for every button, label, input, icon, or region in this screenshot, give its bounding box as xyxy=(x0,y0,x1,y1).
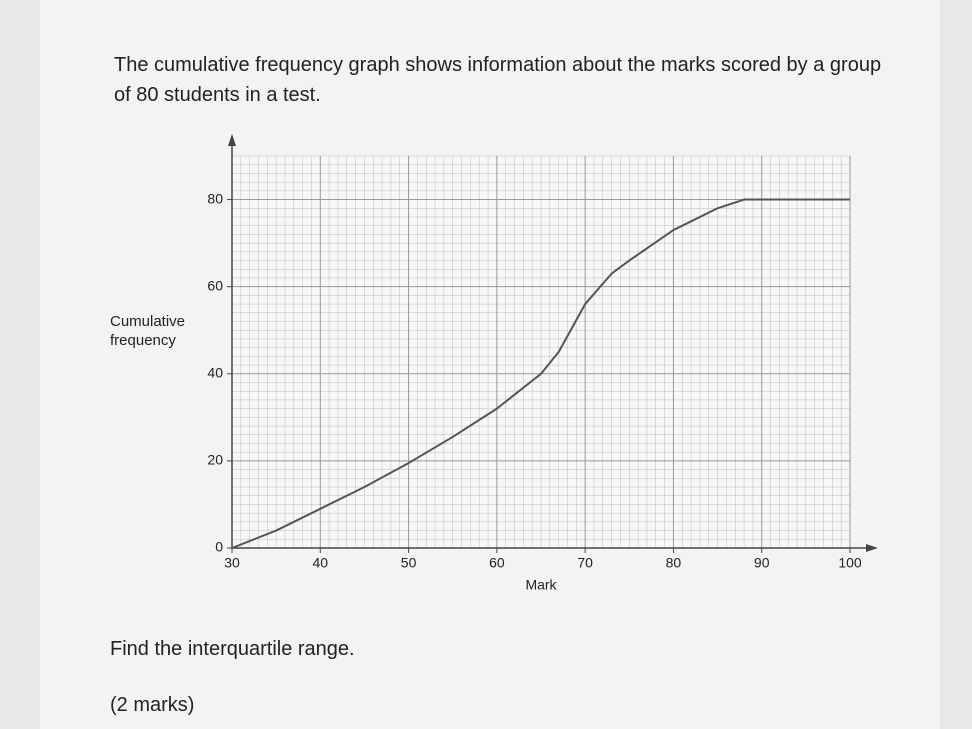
y-tick-label: 80 xyxy=(207,190,223,206)
x-tick-label: 50 xyxy=(401,555,417,571)
marks: (2 marks) xyxy=(110,694,195,716)
x-tick-label: 100 xyxy=(838,555,862,571)
x-tick-label: 90 xyxy=(754,555,770,571)
y-axis-label: Cumulative frequency xyxy=(110,313,186,349)
x-tick-label: 30 xyxy=(224,555,240,571)
y-axis-arrow xyxy=(228,134,236,146)
x-axis-arrow xyxy=(866,544,878,552)
intro-text: The cumulative frequency graph shows inf… xyxy=(114,54,882,106)
x-axis-label: Mark xyxy=(525,577,557,593)
y-tick-label: 60 xyxy=(207,277,223,293)
y-tick-label: 0 xyxy=(215,539,223,555)
y-tick-label: 20 xyxy=(207,452,223,468)
y-tick-label: 40 xyxy=(207,364,223,380)
x-tick-label: 70 xyxy=(577,555,593,571)
x-tick-label: 80 xyxy=(666,555,682,571)
cumulative-frequency-curve xyxy=(231,198,850,549)
x-tick-label: 40 xyxy=(312,555,328,571)
x-tick-label: 60 xyxy=(489,555,505,571)
question: Find the interquartile range. xyxy=(110,638,355,660)
